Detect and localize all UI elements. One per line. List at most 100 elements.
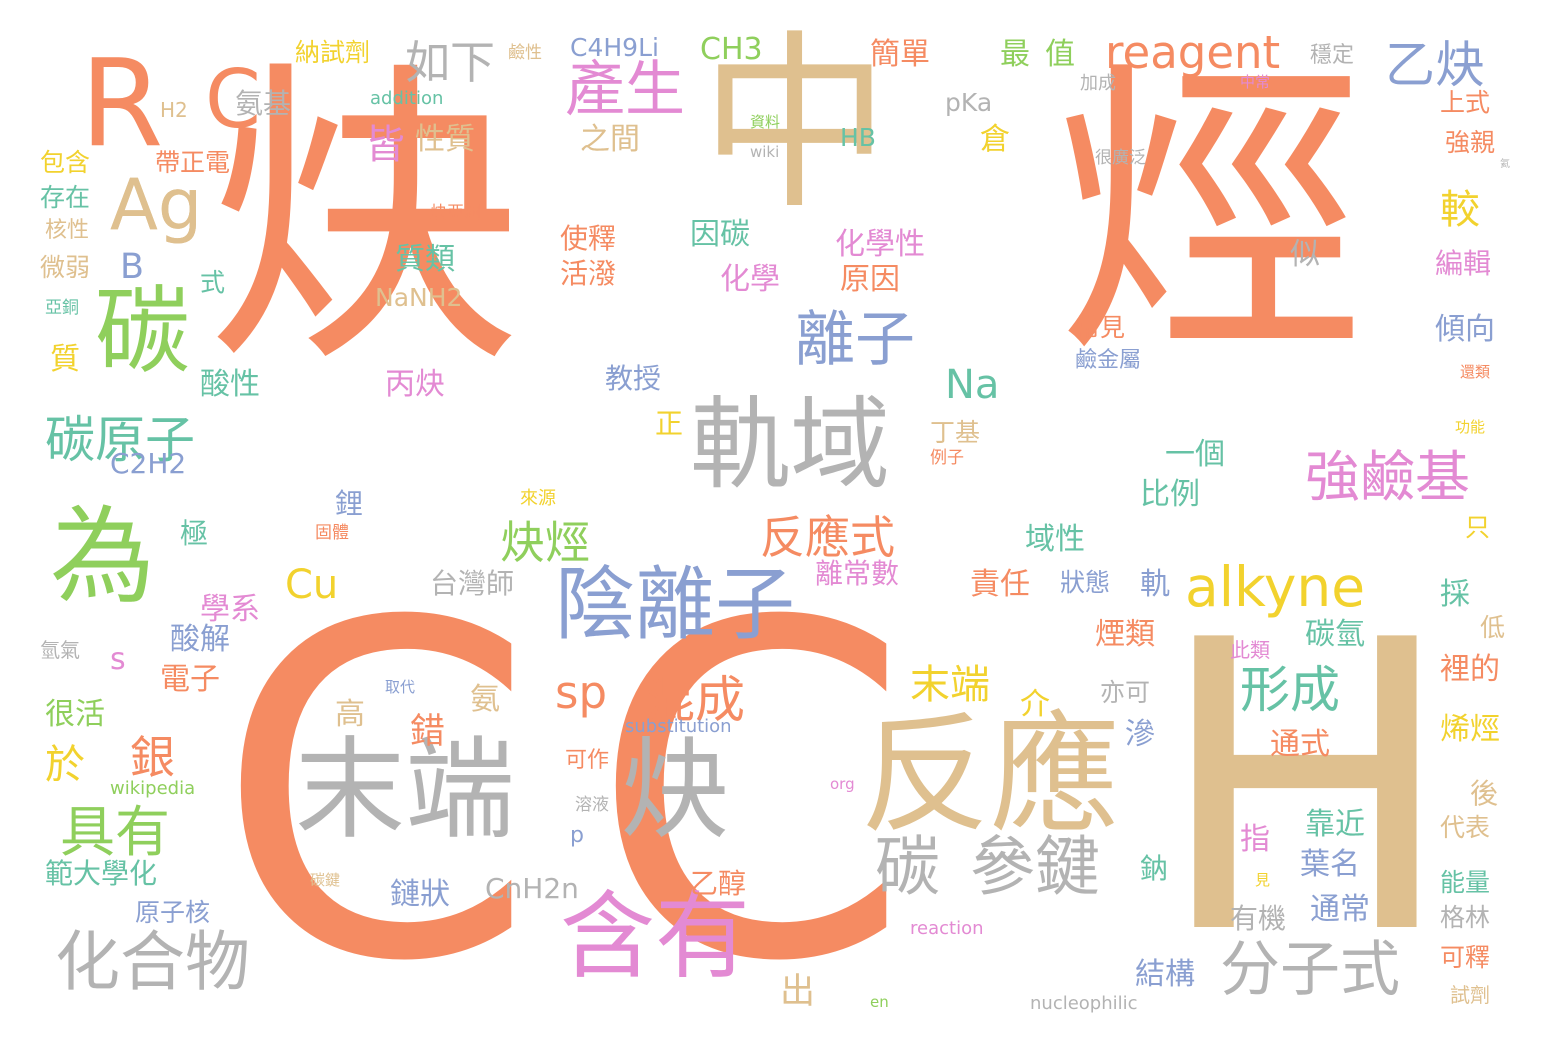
cloud-word: 極 (180, 517, 209, 550)
cloud-word: 值 (1045, 37, 1075, 72)
cloud-word: 末端 (910, 662, 990, 708)
cloud-word: 參鍵 (970, 830, 1101, 905)
cloud-word: C (590, 527, 912, 1052)
cloud-word: H (1155, 557, 1456, 1022)
cloud-word: 酸性 (200, 367, 260, 402)
cloud-word: 試劑 (1450, 983, 1490, 1007)
cloud-word: 形成 (1240, 661, 1340, 719)
cloud-word: 丙炔 (385, 367, 445, 402)
cloud-word: 鋰 (335, 487, 364, 520)
cloud-word: 來源 (520, 488, 556, 509)
cloud-word: 氨基 (235, 87, 292, 120)
cloud-word: 代表 (1440, 813, 1491, 842)
cloud-word: sp (555, 666, 608, 719)
cloud-word: NaNH2 (375, 283, 463, 312)
cloud-word: addition (370, 88, 444, 109)
cloud-word: en (870, 993, 889, 1011)
cloud-word: C2H2 (110, 447, 187, 480)
cloud-word: 炔亞銅 (430, 203, 481, 223)
cloud-word: 原因 (840, 262, 900, 297)
cloud-word: 功能 (1455, 418, 1486, 436)
cloud-word: 資料 (750, 113, 781, 131)
cloud-word: 常見 (1075, 313, 1126, 342)
cloud-word: 碳鍵 (310, 871, 341, 889)
cloud-word: B (120, 247, 145, 287)
cloud-word: 穩定 (1310, 43, 1355, 68)
cloud-word: 很廣泛 (1095, 148, 1146, 168)
cloud-word: 煙類 (1095, 617, 1155, 652)
cloud-word: alkyne (1185, 555, 1366, 619)
cloud-word: 正 (655, 407, 684, 440)
cloud-word: 丁基 (930, 418, 981, 447)
cloud-word: 上式 (1440, 88, 1491, 117)
cloud-word: 氦 (1500, 159, 1510, 170)
cloud-word: 陰離子 (555, 558, 795, 651)
cloud-word: 核性 (45, 218, 90, 243)
cloud-word: 乙炔 (1385, 36, 1485, 94)
cloud-word: C (215, 527, 537, 1052)
cloud-word: 因碳 (690, 217, 750, 252)
cloud-word: 此類 (1230, 638, 1270, 662)
cloud-word: 炔 (620, 726, 730, 854)
cloud-word: 酸解 (170, 622, 230, 657)
cloud-word: 責任 (970, 567, 1030, 602)
cloud-word: Cu (285, 562, 339, 608)
cloud-word: 微弱 (40, 253, 91, 282)
cloud-word: 烯烴 (1440, 712, 1500, 747)
cloud-word: 編輯 (1435, 247, 1492, 280)
cloud-word: 裡的 (1440, 652, 1500, 687)
cloud-word: 產生 (565, 55, 685, 125)
cloud-word: reaction (910, 918, 984, 939)
cloud-word: Ag (110, 164, 203, 246)
cloud-word: 炔 (205, 34, 525, 406)
cloud-word: 化學 (720, 262, 780, 297)
cloud-word: 納試劑 (295, 38, 371, 67)
cloud-word: 分子式 (1220, 935, 1400, 1005)
cloud-word: 化合物 (55, 925, 251, 1000)
cloud-word: 包含 (40, 148, 91, 177)
cloud-word: 結構 (1135, 957, 1195, 992)
cloud-word: 葉名 (1300, 847, 1360, 882)
cloud-word: org (830, 775, 855, 793)
cloud-word: 質類 (395, 242, 455, 277)
cloud-word: 使釋 (560, 222, 617, 255)
cloud-word: 具有 (60, 800, 171, 864)
cloud-word: 如下 (405, 36, 496, 89)
cloud-word: Ag (110, 164, 203, 246)
cloud-word: 為 (50, 496, 156, 618)
cloud-word: 鈉 (1140, 852, 1169, 885)
cloud-word: 還類 (1460, 363, 1491, 381)
cloud-word: 離常數 (815, 557, 900, 590)
cloud-word: 台灣師 (430, 567, 515, 600)
cloud-word: 固體 (315, 523, 349, 543)
cloud-word: 指 (1240, 822, 1270, 857)
cloud-word: 反應 (860, 699, 1121, 851)
cloud-word: 例子 (930, 448, 964, 468)
cloud-word: 低 (1480, 613, 1506, 642)
cloud-word: 含有 (560, 882, 751, 992)
cloud-word: R (80, 35, 164, 174)
cloud-word: 似 (1290, 237, 1320, 272)
cloud-word: 混成 (645, 671, 745, 729)
cloud-word: 介 (1020, 687, 1050, 722)
cloud-word: CH3 (700, 32, 763, 67)
cloud-word: 性質 (415, 122, 475, 157)
cloud-word: reagent (1105, 26, 1281, 79)
cloud-word: 之間 (580, 122, 640, 157)
cloud-word: 域性 (1025, 522, 1085, 557)
cloud-word: 有機 (1230, 902, 1287, 935)
cloud-word: 碳 (95, 277, 191, 387)
cloud-word: 滲 (1125, 717, 1155, 752)
cloud-word: 倉 (980, 122, 1010, 157)
cloud-word: 傾向 (1435, 312, 1495, 347)
cloud-word: 碳氫 (1305, 617, 1365, 652)
cloud-word: 質 (50, 342, 80, 377)
cloud-word: 末端 (295, 726, 515, 854)
cloud-word: 鏈狀 (390, 877, 450, 912)
cloud-word: 帶正電 (155, 148, 231, 177)
cloud-word: C4H9Li (570, 33, 659, 62)
cloud-word: substitution (625, 716, 732, 737)
cloud-word: 亦可 (1100, 678, 1151, 707)
cloud-word: 狀態 (1060, 568, 1111, 597)
cloud-word: 能量 (1440, 868, 1491, 897)
